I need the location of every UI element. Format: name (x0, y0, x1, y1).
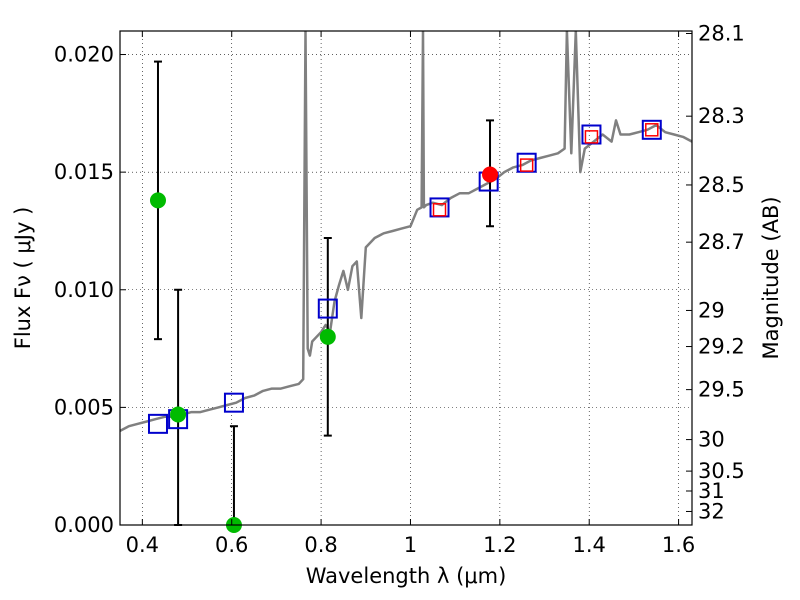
mag-tick-label: 28.5 (698, 173, 745, 197)
model-phot-square (223, 392, 244, 413)
mag-tick-label: 28.3 (698, 104, 745, 128)
mag-tick-label: 29.5 (698, 378, 745, 402)
x-axis-title: Wavelength λ (μm) (306, 564, 507, 588)
detection-green-point (319, 328, 336, 345)
y-axis-title: Flux Fν ( μJy ) (11, 207, 35, 350)
mag-tick-label: 28.1 (698, 21, 745, 45)
mag-tick-label: 30.5 (698, 459, 745, 483)
observed-phot-square (519, 158, 534, 172)
x-tick-label: 1 (404, 533, 417, 557)
y-tick-label: 0.000 (54, 513, 114, 537)
observed-phot-square (584, 130, 599, 144)
detection-red-point (482, 166, 499, 183)
mag-tick-label: 29.2 (698, 335, 745, 359)
mag-tick-label: 28.7 (698, 230, 745, 254)
model-phot-square (317, 298, 338, 319)
grid-lines (120, 31, 692, 526)
ticks: 0.4 0.6 0.8 1 1.2 1.4 1.6 0.000 0.005 0.010 0.015 0… (54, 21, 745, 557)
y-tick-label: 0.015 (54, 160, 114, 184)
x-tick-label: 1.4 (573, 533, 606, 557)
observed-phot-square (645, 123, 659, 137)
model-phot-square (147, 413, 168, 434)
model-phot-square (641, 119, 662, 140)
x-tick-label: 0.6 (215, 533, 248, 557)
detection-green-point (149, 192, 166, 209)
y-tick-label: 0.005 (54, 395, 114, 419)
mag-tick-label: 32 (698, 499, 725, 523)
sed-model-line (120, 31, 692, 433)
x-tick-label: 0.4 (126, 533, 159, 557)
x-tick-label: 0.8 (304, 533, 337, 557)
y-tick-label: 0.020 (54, 43, 114, 67)
mag-tick-label: 31 (698, 479, 725, 503)
x-tick-label: 1.6 (662, 533, 695, 557)
markers (147, 60, 662, 533)
detection-green-point (170, 406, 187, 423)
observed-phot-square (432, 203, 447, 217)
mag-tick-label: 30 (698, 428, 725, 452)
y-axis-right-title: Magnitude (AB) (759, 196, 783, 359)
plot-area (120, 31, 692, 433)
mag-tick-label: 29 (698, 298, 725, 322)
x-tick-label: 1.2 (483, 533, 516, 557)
plot-frame (119, 30, 693, 526)
y-tick-label: 0.010 (54, 278, 114, 302)
